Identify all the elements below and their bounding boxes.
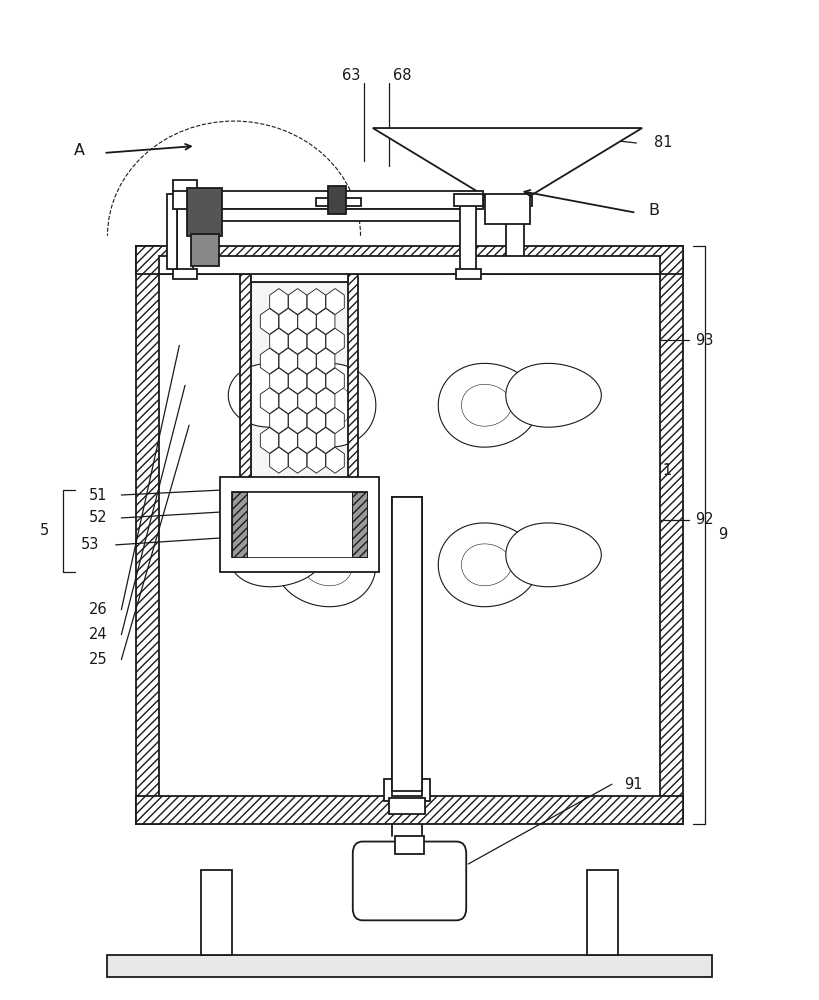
Bar: [219, 477, 379, 572]
Bar: [352, 492, 367, 557]
Text: 5: 5: [39, 523, 48, 538]
Text: 25: 25: [89, 652, 107, 667]
Bar: [392, 497, 422, 791]
Bar: [251, 282, 348, 480]
Text: 24: 24: [89, 627, 107, 642]
Bar: [328, 186, 346, 214]
Text: 91: 91: [624, 777, 643, 792]
FancyBboxPatch shape: [353, 842, 466, 920]
Bar: [346, 198, 360, 206]
Text: 92: 92: [695, 512, 714, 527]
Bar: [189, 209, 467, 221]
Polygon shape: [229, 523, 324, 587]
Bar: [392, 497, 422, 796]
Bar: [201, 870, 233, 955]
Bar: [136, 246, 683, 274]
Bar: [191, 234, 219, 266]
Bar: [188, 188, 222, 236]
Bar: [251, 270, 348, 282]
Bar: [167, 194, 177, 269]
Text: 53: 53: [81, 537, 99, 552]
Bar: [232, 492, 247, 557]
Bar: [240, 260, 359, 274]
Text: B: B: [649, 203, 660, 218]
Polygon shape: [276, 363, 376, 447]
Bar: [240, 274, 251, 480]
Bar: [173, 180, 197, 192]
Text: 9: 9: [718, 527, 727, 542]
Bar: [395, 836, 424, 854]
Polygon shape: [506, 523, 601, 587]
Text: 51: 51: [89, 488, 107, 503]
Text: 1: 1: [663, 463, 672, 478]
Text: 81: 81: [654, 135, 673, 150]
Bar: [177, 189, 193, 274]
Bar: [232, 492, 367, 557]
Polygon shape: [276, 523, 376, 607]
Bar: [586, 870, 618, 955]
Bar: [389, 798, 425, 814]
Bar: [454, 194, 483, 206]
Bar: [136, 796, 683, 824]
Text: 63: 63: [342, 68, 360, 83]
Polygon shape: [373, 128, 642, 196]
Bar: [159, 256, 660, 274]
Bar: [247, 492, 352, 557]
Bar: [498, 196, 532, 206]
Bar: [173, 269, 197, 279]
Bar: [660, 246, 683, 824]
Bar: [348, 274, 359, 480]
Text: A: A: [74, 143, 84, 158]
Bar: [460, 202, 477, 274]
Bar: [315, 198, 328, 206]
Bar: [456, 269, 481, 279]
Bar: [506, 206, 524, 274]
Text: 26: 26: [89, 602, 107, 617]
Polygon shape: [229, 363, 324, 427]
Text: 52: 52: [89, 510, 107, 525]
Bar: [384, 779, 430, 801]
Bar: [159, 274, 660, 796]
Polygon shape: [438, 363, 538, 447]
Polygon shape: [438, 523, 538, 607]
Bar: [107, 955, 712, 977]
Bar: [485, 194, 530, 224]
Bar: [173, 191, 483, 209]
Polygon shape: [506, 363, 601, 427]
Text: 68: 68: [393, 68, 412, 83]
Text: 93: 93: [695, 333, 713, 348]
Bar: [136, 246, 159, 824]
